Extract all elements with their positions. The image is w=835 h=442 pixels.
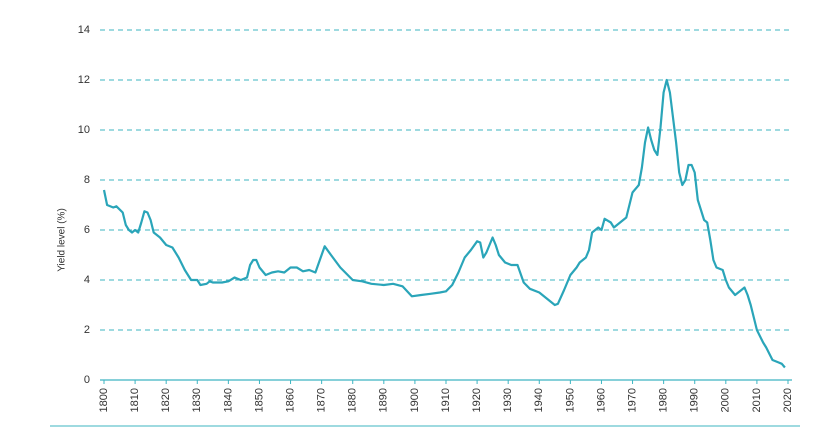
x-tick-label: 1890 bbox=[378, 388, 390, 412]
x-tick-label: 1930 bbox=[502, 388, 514, 412]
y-tick-label: 6 bbox=[84, 224, 90, 236]
x-tick-label: 1900 bbox=[409, 388, 421, 412]
x-tick-label: 1960 bbox=[595, 388, 607, 412]
x-tick-label: 1850 bbox=[253, 388, 265, 412]
y-tick-label: 4 bbox=[84, 274, 90, 286]
x-tick-label: 1870 bbox=[316, 388, 328, 412]
x-tick-label: 1990 bbox=[689, 388, 701, 412]
x-tick-label: 1830 bbox=[191, 388, 203, 412]
x-tick-label: 1820 bbox=[160, 388, 172, 412]
x-tick-label: 2000 bbox=[720, 388, 732, 412]
x-tick-label: 1950 bbox=[564, 388, 576, 412]
x-tick-label: 1840 bbox=[222, 388, 234, 412]
x-tick-label: 1940 bbox=[533, 388, 545, 412]
x-tick-label: 1880 bbox=[347, 388, 359, 412]
x-tick-label: 1970 bbox=[626, 388, 638, 412]
x-tick-label: 1980 bbox=[658, 388, 670, 412]
y-tick-label: 2 bbox=[84, 324, 90, 336]
y-tick-label: 12 bbox=[78, 74, 90, 86]
x-tick-label: 2020 bbox=[782, 388, 794, 412]
y-tick-label: 8 bbox=[84, 174, 90, 186]
x-tick-label: 1920 bbox=[471, 388, 483, 412]
line-series bbox=[102, 78, 786, 369]
x-tick-label: 1800 bbox=[98, 388, 110, 412]
x-tick-label: 1860 bbox=[284, 388, 296, 412]
y-tick-label: 0 bbox=[84, 374, 90, 386]
x-tick-label: 2010 bbox=[751, 388, 763, 412]
y-tick-label: 14 bbox=[78, 24, 90, 36]
y-axis-label: Yield level (%) bbox=[57, 208, 68, 272]
x-tick-label: 1910 bbox=[440, 388, 452, 412]
y-tick-label: 10 bbox=[78, 124, 90, 136]
x-tick-label: 1810 bbox=[129, 388, 141, 412]
